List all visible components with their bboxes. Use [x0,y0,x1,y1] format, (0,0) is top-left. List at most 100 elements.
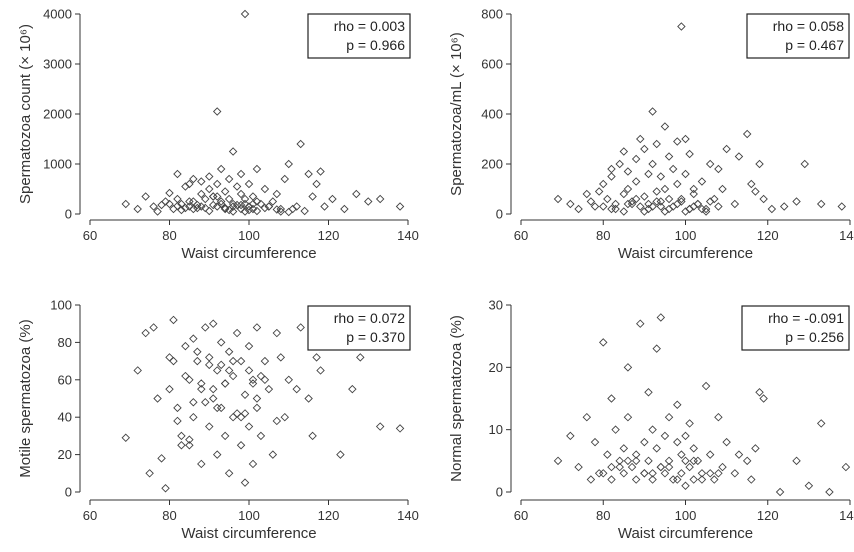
data-point [244,202,254,211]
data-point [236,204,246,214]
y-tick-label: 3000 [43,57,72,72]
data-point [664,194,674,204]
y-tick-label: 60 [58,372,72,387]
data-point [252,394,262,403]
data-point [252,323,262,332]
data-point [714,202,723,211]
data-point [689,456,698,466]
data-point [224,347,234,356]
data-point [292,384,301,394]
data-point [208,192,218,201]
data-point [677,450,686,459]
data-point [816,199,826,209]
data-point [631,456,641,466]
data-point [677,469,686,478]
data-point [816,419,826,428]
data-point [718,462,727,472]
data-point [177,199,186,209]
data-point [623,412,633,422]
data-point [232,182,242,191]
stats-box [307,13,411,59]
y-tick-label: 30 [489,298,503,313]
data-point [734,450,744,459]
data-point [328,194,337,204]
data-point [714,412,723,422]
data-point [348,384,357,394]
data-point [224,205,234,215]
data-point [697,469,707,478]
data-point [623,199,633,209]
data-point [689,189,698,199]
data-point [212,179,222,189]
data-point [228,356,238,366]
data-point [685,419,694,428]
data-point [566,199,575,209]
y-tick-label: 4000 [43,7,72,22]
data-point [205,172,214,181]
data-point [205,353,214,362]
data-point [631,450,641,459]
data-point [161,197,170,206]
x-tick-label: 60 [83,228,97,243]
y-tick-label: 0 [65,485,72,500]
data-point [185,375,194,385]
data-point [216,338,226,347]
data-point [276,353,286,362]
data-point [619,147,629,156]
data-point [697,204,707,214]
data-point [308,431,317,441]
data-point [656,462,666,472]
y-axis-title: Normal spermatozoa (%) [448,315,465,482]
data-point [197,202,206,211]
y-tick-label: 1000 [43,157,72,172]
data-point [236,441,246,450]
data-point [264,384,274,394]
data-point [652,444,661,453]
data-point [260,203,270,213]
data-point [673,199,682,209]
data-point [718,184,727,194]
data-point [693,456,703,466]
data-point [615,159,624,169]
data-point [615,462,624,472]
y-tick-label: 0 [496,207,503,222]
data-point [734,152,744,161]
data-point [232,328,242,338]
x-tick-label: 80 [596,508,610,523]
data-point [689,202,698,211]
data-point [800,159,809,169]
data-point [652,139,661,149]
data-point [149,323,158,332]
data-point [149,202,158,211]
data-point [228,371,238,381]
data-point [751,444,760,453]
data-point [304,394,313,403]
data-point [619,444,629,453]
data-point [236,200,246,210]
p-value-label: p = 0.370 [346,329,405,345]
data-point [652,344,661,353]
data-point [244,366,254,375]
data-point [236,356,246,366]
data-point [232,200,242,210]
data-point [272,189,282,199]
data-point [208,394,218,403]
data-point [216,360,226,370]
stats-box [741,305,850,351]
data-point [742,129,752,139]
data-point [256,199,266,209]
data-point [169,356,178,366]
data-point [312,353,321,362]
data-point [121,199,131,209]
data-point [603,194,612,204]
data-point [660,184,670,194]
data-point [582,412,592,422]
x-tick-label: 80 [162,508,176,523]
data-point [280,174,290,184]
data-point [375,194,385,204]
stats-box [307,305,411,351]
data-point [177,441,186,450]
data-point [240,9,250,19]
data-point [644,388,653,397]
data-point [240,409,250,418]
